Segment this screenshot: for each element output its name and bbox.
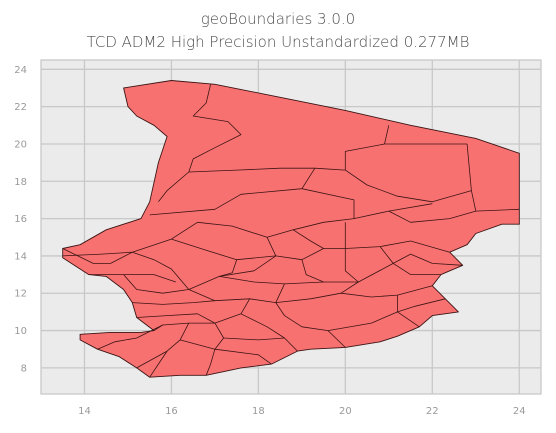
y-tick-label: 12 [14, 289, 27, 300]
y-tick-label: 14 [14, 251, 27, 262]
district-border [188, 285, 433, 303]
map-layer [62, 80, 520, 378]
district-border [358, 263, 394, 283]
district-border [132, 300, 215, 305]
x-tick-label: 24 [513, 406, 526, 417]
x-tick-label: 16 [165, 406, 178, 417]
district-border [158, 171, 190, 203]
district-border [327, 295, 398, 331]
district-border [171, 238, 276, 261]
x-tick-label: 18 [252, 406, 265, 417]
y-tick-label: 10 [14, 326, 27, 337]
district-border [188, 237, 277, 290]
district-border [384, 125, 390, 145]
district-border [301, 259, 359, 283]
y-tick-label: 16 [14, 214, 27, 225]
y-tick-label: 8 [21, 363, 27, 374]
district-border [188, 167, 346, 173]
x-tick-label: 20 [339, 406, 352, 417]
y-tick-label: 18 [14, 177, 27, 188]
district-border [275, 283, 285, 303]
y-tick-label: 22 [14, 102, 27, 113]
district-border [397, 298, 446, 313]
chart-title-line2: TCD ADM2 High Precision Unstandardized 0… [86, 33, 470, 51]
y-tick-label: 20 [14, 139, 27, 150]
district-border [397, 311, 420, 328]
district-border [388, 210, 476, 223]
district-border [393, 253, 463, 266]
district-border [62, 248, 133, 264]
district-border [340, 222, 359, 294]
district-border [214, 348, 272, 365]
district-border [97, 324, 163, 350]
district-border [345, 169, 472, 203]
district-border [219, 259, 238, 277]
district-border [132, 251, 190, 290]
district-border [88, 274, 176, 283]
district-border [188, 84, 242, 173]
tick-layer: 14 16 18 20 22 24 8 10 12 14 16 18 20 22 24 [14, 65, 525, 417]
district-border [292, 229, 324, 249]
district-border [197, 218, 355, 238]
district-border [466, 143, 520, 212]
district-border [223, 337, 285, 341]
district-border [240, 313, 298, 352]
district-border [149, 167, 316, 216]
district-border [123, 274, 189, 294]
district-border [136, 350, 168, 369]
district-border [179, 339, 216, 350]
y-tick-label: 24 [14, 65, 27, 76]
district-border [219, 276, 324, 285]
x-tick-label: 22 [426, 406, 439, 417]
x-tick-label: 14 [78, 406, 91, 417]
plot-frame [40, 59, 542, 395]
district-border [275, 302, 346, 348]
chart-title-line1: geoBoundaries 3.0.0 [200, 10, 356, 28]
district-border [379, 246, 441, 275]
district-border [136, 313, 216, 324]
